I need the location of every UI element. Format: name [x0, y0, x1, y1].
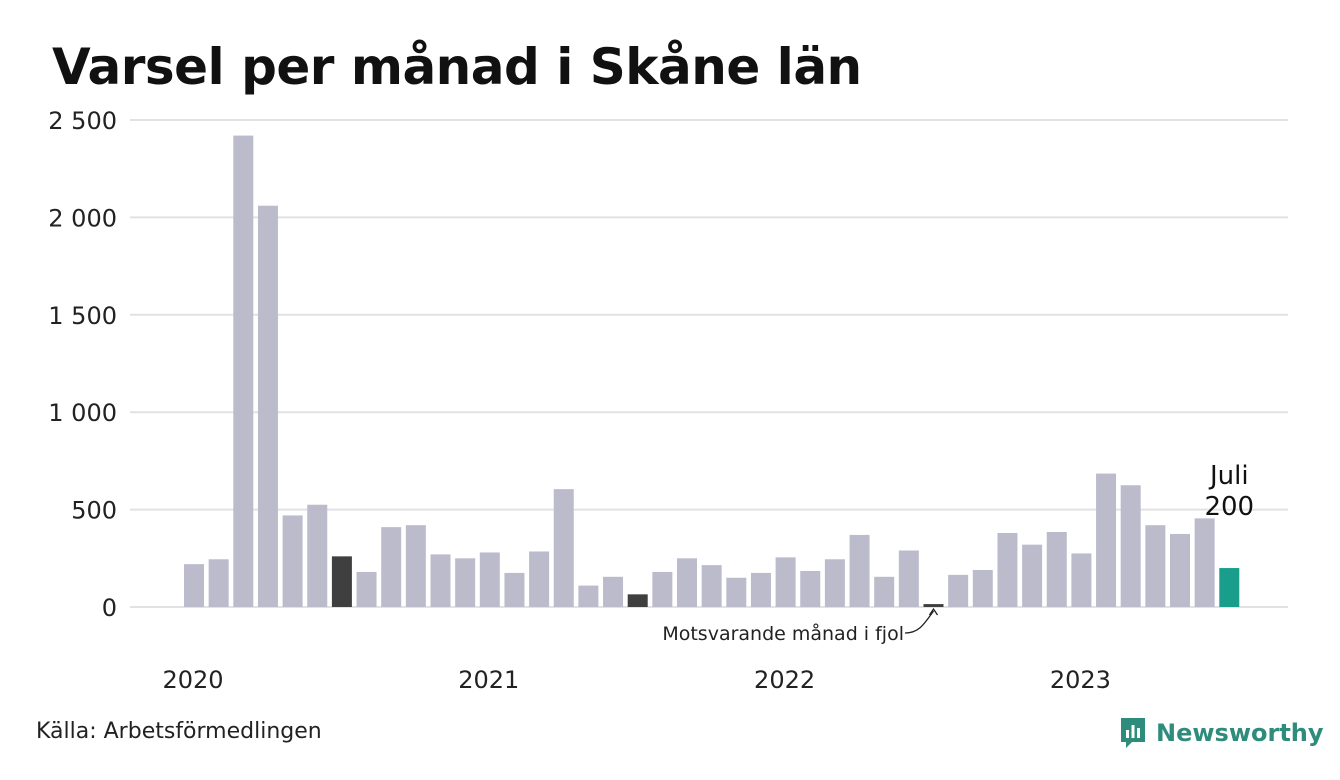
bar-2020-06 — [307, 504, 328, 607]
bar-2022-07 — [923, 604, 944, 607]
bar-2021-03 — [529, 551, 550, 607]
bar-2021-11 — [726, 577, 747, 607]
bar-2020-11 — [430, 554, 451, 607]
bar-2020-12 — [455, 558, 476, 607]
bars — [184, 135, 1240, 608]
bar-2020-10 — [405, 525, 426, 607]
bar-2020-04 — [257, 205, 278, 607]
bar-2023-02 — [1096, 473, 1117, 607]
bar-2021-06 — [603, 576, 624, 607]
bar-2022-04 — [849, 534, 870, 607]
bar-2020-05 — [282, 515, 303, 607]
bar-2020-01 — [184, 564, 204, 607]
bar-2023-07 — [1219, 568, 1240, 607]
y-tick-label: 2 000 — [48, 204, 117, 232]
bar-2022-01 — [775, 557, 796, 607]
bar-2020-09 — [381, 527, 402, 607]
bar-2020-02 — [208, 559, 229, 607]
y-tick-label: 1 500 — [48, 302, 117, 330]
bar-2022-05 — [874, 576, 895, 607]
bar-2022-10 — [997, 532, 1018, 607]
bar-2021-12 — [750, 572, 771, 607]
current-month-label: Juli — [1208, 461, 1249, 491]
newsworthy-logo-icon — [1121, 718, 1145, 748]
bar-2020-07 — [331, 556, 352, 607]
bar-2023-03 — [1120, 485, 1141, 607]
bar-2022-11 — [1022, 544, 1043, 607]
x-tick-label: 2022 — [754, 666, 815, 694]
bar-2023-05 — [1170, 533, 1190, 607]
y-tick-label: 2 500 — [48, 107, 117, 135]
chart-title: Varsel per månad i Skåne län — [52, 38, 862, 96]
bar-2021-10 — [701, 565, 722, 607]
bar-2022-12 — [1046, 532, 1067, 607]
bar-2020-03 — [233, 135, 254, 608]
bar-2021-02 — [504, 572, 525, 607]
x-tick-label: 2020 — [162, 666, 223, 694]
y-tick-label: 500 — [71, 497, 117, 525]
annotation-group: Motsvarande månad i fjol — [662, 607, 939, 645]
bar-2020-08 — [356, 571, 377, 607]
bar-2022-09 — [972, 569, 993, 607]
y-axis-tick-labels: 0 500 1 000 1 500 2 000 2 500 — [48, 107, 117, 622]
annotation-arrow — [904, 607, 939, 634]
prior-year-annotation: Motsvarande månad i fjol — [662, 622, 904, 645]
current-month-callout: Juli 200 — [1204, 461, 1254, 522]
bar-2021-08 — [652, 571, 673, 607]
source-note: Källa: Arbetsförmedlingen — [36, 719, 322, 744]
bar-2021-09 — [677, 558, 697, 607]
y-tick-label: 1 000 — [48, 399, 117, 427]
x-tick-label: 2023 — [1050, 666, 1111, 694]
bar-2022-06 — [898, 550, 919, 607]
bar-2021-05 — [578, 585, 599, 607]
y-tick-label: 0 — [102, 594, 117, 622]
bar-2021-04 — [553, 489, 574, 607]
bar-2023-01 — [1071, 553, 1092, 607]
bar-2021-01 — [479, 552, 500, 607]
x-tick-label: 2021 — [458, 666, 519, 694]
x-axis-tick-labels: 2020 2021 2022 2023 — [162, 666, 1110, 694]
current-month-value: 200 — [1204, 492, 1254, 522]
brand-logo: Newsworthy — [1118, 713, 1324, 753]
bar-2022-02 — [800, 570, 821, 607]
bar-2021-07 — [627, 594, 648, 607]
bar-2023-04 — [1145, 525, 1166, 607]
bar-2023-06 — [1194, 518, 1215, 607]
bar-2022-03 — [824, 559, 845, 607]
bar-2022-08 — [948, 574, 969, 607]
brand-name: Newsworthy — [1156, 719, 1324, 747]
